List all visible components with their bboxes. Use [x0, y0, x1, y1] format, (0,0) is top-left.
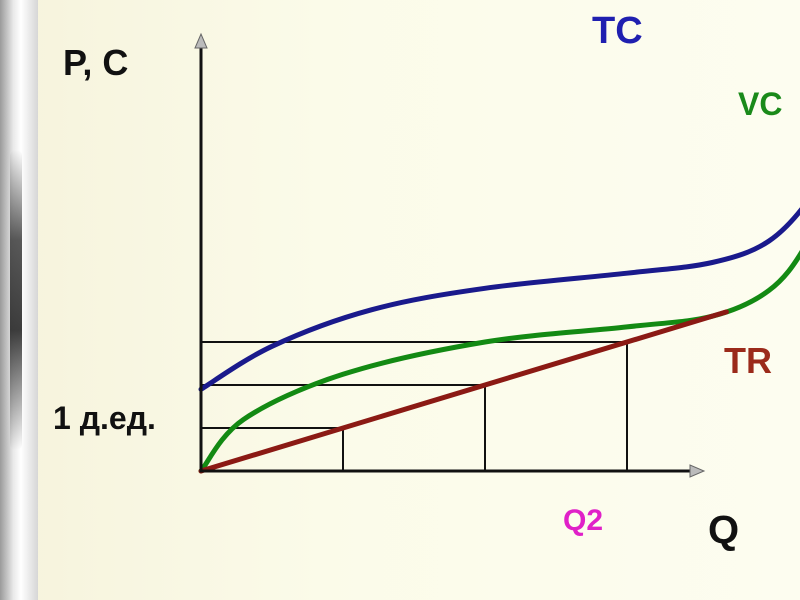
- series-lines: [198, 207, 800, 474]
- q2-marker-label: Q2: [563, 504, 604, 537]
- screen-bezel: [0, 0, 38, 600]
- guide-lines: [201, 341, 628, 471]
- unit-tick-label: 1 д.ед.: [53, 400, 156, 436]
- series-line-tc: [198, 207, 800, 392]
- axes: [194, 32, 706, 478]
- x-axis-arrow: [689, 464, 706, 478]
- y-axis-arrow: [194, 32, 208, 49]
- x-axis-label: Q: [708, 508, 740, 552]
- series-line-tr: [198, 309, 729, 474]
- series-label-vc: VC: [738, 86, 783, 122]
- series-label-tr: TR: [724, 340, 772, 381]
- series-label-tc: TC: [592, 10, 643, 52]
- series-line-vc: [198, 250, 800, 474]
- y-axis-label: P, C: [63, 42, 129, 83]
